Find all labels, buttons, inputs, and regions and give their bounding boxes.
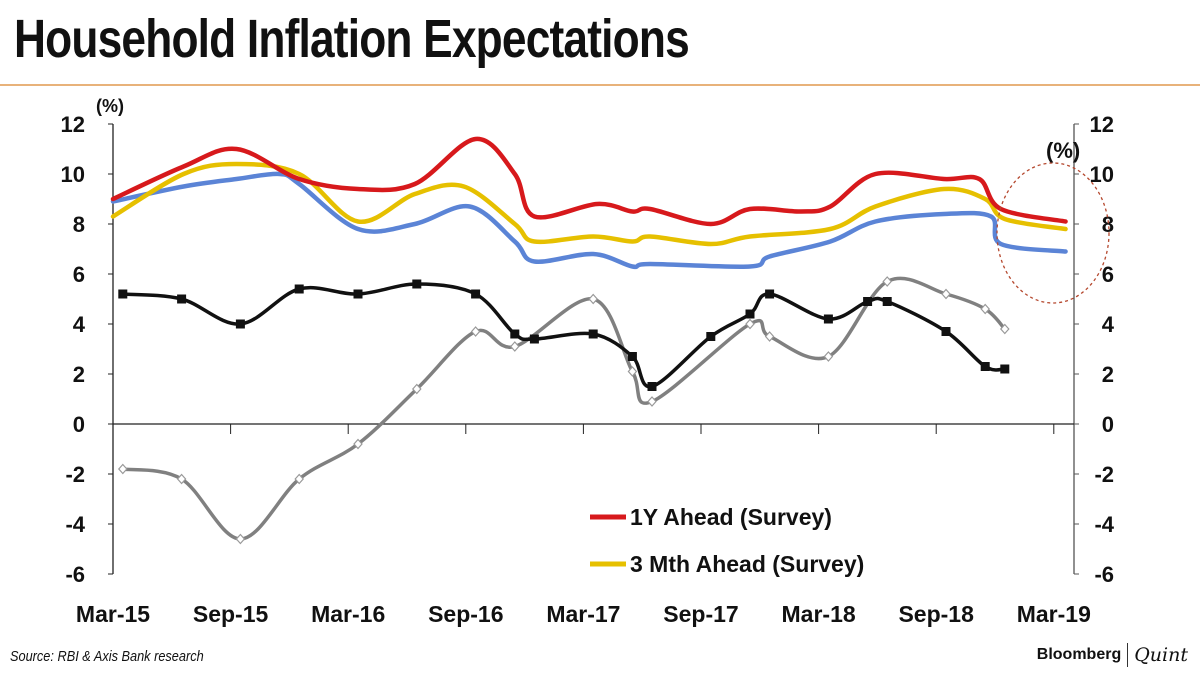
y-tick-label-right: -6 xyxy=(1094,562,1114,587)
x-tick-label: Mar-17 xyxy=(546,601,620,627)
series-line-1 xyxy=(110,161,1068,247)
axes: -6 -6 -4 -4 -2 -2 0 0 2 2 4 4 6 6 8 8 10 10 12 12 Mar-15 Sep-… xyxy=(61,112,1115,627)
y-tick-label-left: 12 xyxy=(61,112,85,137)
data-point-square xyxy=(235,319,245,329)
title-divider xyxy=(0,84,1200,86)
data-point-diamond xyxy=(980,303,991,315)
data-point-square xyxy=(647,382,657,391)
y-axis-unit-left: (%) xyxy=(96,96,124,116)
x-tick-label: Mar-16 xyxy=(311,601,385,627)
data-point-square xyxy=(412,279,422,289)
legend-label-3m: 3 Mth Ahead (Survey) xyxy=(630,551,864,577)
data-point-square xyxy=(823,314,833,324)
data-point-diamond xyxy=(941,288,951,300)
logo-bloomberg: Bloomberg xyxy=(1036,646,1122,663)
data-point-square xyxy=(941,327,951,336)
data-point-diamond xyxy=(627,366,638,377)
data-point-square xyxy=(627,352,637,361)
data-point-square xyxy=(706,332,716,341)
y-axis-unit-right: (%) xyxy=(1046,138,1080,163)
data-point-diamond xyxy=(117,463,128,475)
data-point-square xyxy=(471,289,481,299)
data-point-diamond xyxy=(509,341,520,352)
series-line-2 xyxy=(110,171,1068,270)
data-point-diamond xyxy=(294,473,305,485)
data-point-square xyxy=(745,309,755,319)
y-tick-label-left: 0 xyxy=(73,412,85,437)
series-line-3 xyxy=(121,282,1007,389)
data-point-square xyxy=(118,289,128,299)
data-point-diamond xyxy=(235,533,246,545)
y-tick-label-right: -2 xyxy=(1094,462,1114,487)
data-point-diamond xyxy=(764,331,775,342)
data-point-diamond xyxy=(745,318,755,330)
y-tick-label-left: -6 xyxy=(65,562,85,587)
series-line-0 xyxy=(110,136,1068,227)
x-tick-label: Mar-19 xyxy=(1017,601,1091,627)
y-tick-label-left: 2 xyxy=(73,362,85,387)
data-point-square xyxy=(353,289,363,299)
series-markers xyxy=(117,276,1010,545)
data-point-square xyxy=(980,362,990,371)
data-point-square xyxy=(882,297,892,306)
data-point-square xyxy=(765,289,775,299)
y-tick-label-right: 4 xyxy=(1102,312,1115,337)
y-tick-label-left: 10 xyxy=(61,162,85,187)
y-tick-label-left: 4 xyxy=(73,312,86,337)
highlight-circle xyxy=(996,162,1110,304)
x-tick-label: Sep-16 xyxy=(428,601,503,627)
logo-quint: Quint xyxy=(1134,644,1188,666)
series-lines xyxy=(110,136,1068,541)
data-point-diamond xyxy=(176,473,187,485)
data-point-square xyxy=(510,329,520,339)
logo-divider xyxy=(1127,643,1129,667)
y-tick-label-right: 2 xyxy=(1102,362,1114,387)
x-tick-label: Mar-18 xyxy=(782,601,856,627)
data-point-diamond xyxy=(588,293,599,305)
line-chart: -6 -6 -4 -4 -2 -2 0 0 2 2 4 4 6 6 8 8 10 10 12 12 Mar-15 Sep-… xyxy=(61,96,1115,627)
y-tick-label-right: -4 xyxy=(1094,512,1114,537)
y-tick-label-right: 12 xyxy=(1090,112,1114,137)
data-point-square xyxy=(863,297,873,306)
y-tick-label-right: 8 xyxy=(1102,212,1114,237)
data-point-diamond xyxy=(353,438,363,450)
data-point-square xyxy=(529,334,539,344)
data-point-diamond xyxy=(411,383,422,395)
brand-logo: Bloomberg Quint xyxy=(1037,643,1188,667)
data-point-diamond xyxy=(647,396,657,407)
x-tick-label: Sep-18 xyxy=(898,601,974,627)
data-point-square xyxy=(177,294,187,304)
y-tick-label-right: 0 xyxy=(1102,412,1114,437)
data-point-square xyxy=(294,284,304,294)
page-title: Household Inflation Expectations xyxy=(14,9,690,69)
y-tick-label-left: 6 xyxy=(73,262,85,287)
data-point-diamond xyxy=(470,326,481,337)
data-point-diamond xyxy=(999,323,1010,335)
data-point-diamond xyxy=(823,351,834,362)
data-point-square xyxy=(1000,364,1010,374)
x-tick-label: Mar-15 xyxy=(76,601,150,627)
data-point-diamond xyxy=(882,276,893,287)
y-tick-label-right: 6 xyxy=(1102,262,1114,287)
data-point-square xyxy=(588,329,598,339)
y-tick-label-left: 8 xyxy=(73,212,85,237)
source-note: Source: RBI & Axis Bank research xyxy=(10,648,204,665)
legend-label-1y: 1Y Ahead (Survey) xyxy=(630,504,832,530)
x-tick-label: Sep-17 xyxy=(663,601,738,627)
y-tick-label-right: 10 xyxy=(1090,162,1114,187)
y-tick-label-left: -4 xyxy=(65,512,85,537)
y-tick-label-left: -2 xyxy=(65,462,85,487)
x-tick-label: Sep-15 xyxy=(193,601,269,627)
legend: 1Y Ahead (Survey) 3 Mth Ahead (Survey) xyxy=(590,504,864,577)
